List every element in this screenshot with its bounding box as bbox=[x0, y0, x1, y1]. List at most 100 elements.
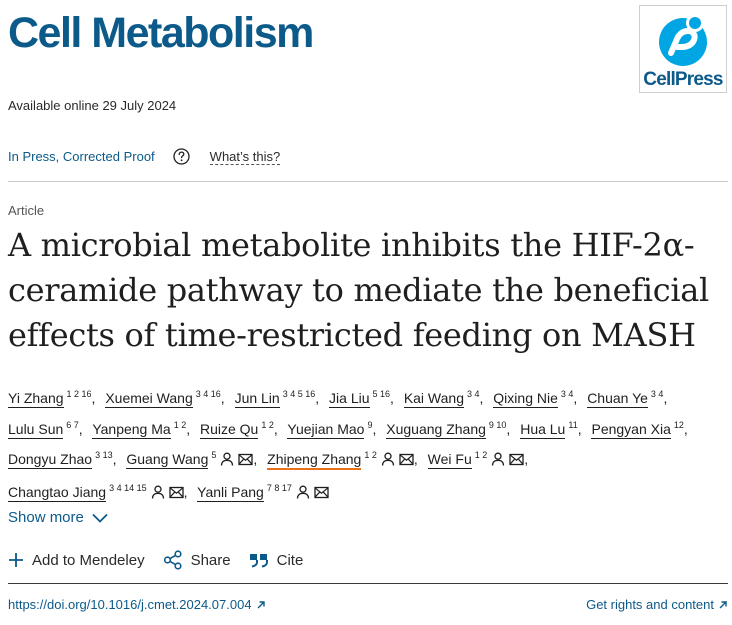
add-to-mendeley-label: Add to Mendeley bbox=[32, 551, 145, 569]
email-icon bbox=[314, 481, 329, 508]
share-button[interactable]: Share bbox=[163, 550, 231, 570]
cite-label: Cite bbox=[276, 551, 304, 569]
person-icon bbox=[296, 481, 310, 508]
cite-button[interactable]: Cite bbox=[249, 551, 304, 569]
author-separator: , bbox=[253, 451, 258, 467]
whats-this-link[interactable]: What’s this? bbox=[209, 148, 281, 165]
email-icon bbox=[509, 448, 524, 475]
author-affiliation-marks: 1 2 bbox=[474, 450, 488, 460]
author-affiliation-marks: 9 10 bbox=[488, 419, 507, 430]
author-separator: , bbox=[186, 420, 191, 437]
author-separator: , bbox=[91, 390, 96, 406]
author-name: Kai Wang bbox=[403, 390, 464, 408]
author-link[interactable]: Guang Wang 5 bbox=[126, 450, 254, 469]
show-more-label: Show more bbox=[8, 509, 84, 526]
author-separator: , bbox=[413, 451, 418, 467]
person-icon bbox=[381, 448, 395, 475]
author-name: Yanpeng Ma bbox=[92, 420, 171, 439]
author-link[interactable]: Qixing Nie 3 4 bbox=[493, 389, 573, 408]
share-label: Share bbox=[190, 551, 231, 569]
author-name: Changtao Jiang bbox=[8, 483, 107, 502]
share-icon bbox=[163, 550, 182, 570]
get-rights-link[interactable]: Get rights and content bbox=[586, 597, 728, 612]
author-affiliation-marks: 1 2 bbox=[261, 419, 274, 430]
author-separator: , bbox=[577, 420, 582, 437]
author-link[interactable]: Yuejian Mao 9 bbox=[287, 419, 373, 439]
cellpress-mark-icon bbox=[659, 14, 707, 66]
author-link[interactable]: Wei Fu 1 2 bbox=[427, 450, 525, 469]
add-to-mendeley-button[interactable]: Add to Mendeley bbox=[8, 552, 145, 569]
get-rights-label: Get rights and content bbox=[586, 597, 714, 612]
author-link[interactable]: Yanpeng Ma 1 2 bbox=[92, 419, 187, 439]
author-affiliation-marks: 9 bbox=[367, 419, 373, 430]
author-name: Hua Lu bbox=[520, 420, 566, 439]
author-separator: , bbox=[78, 420, 83, 437]
author-affiliation-marks: 3 4 16 bbox=[195, 389, 221, 399]
author-name: Pengyan Xia bbox=[591, 420, 671, 439]
doi-link[interactable]: https://doi.org/10.1016/j.cmet.2024.07.0… bbox=[8, 597, 266, 612]
author-link[interactable]: Kai Wang 3 4 bbox=[403, 389, 480, 408]
author-name: Lulu Sun bbox=[8, 420, 64, 439]
author-link[interactable]: Dongyu Zhao 3 13 bbox=[8, 450, 113, 469]
author-separator: , bbox=[390, 390, 394, 406]
divider bbox=[8, 181, 728, 182]
person-icon bbox=[220, 448, 234, 475]
author-link[interactable]: Yanli Pang 7 8 17 bbox=[197, 483, 329, 502]
author-name: Yuejian Mao bbox=[287, 420, 365, 439]
author-link[interactable]: Jia Liu 5 16 bbox=[329, 389, 391, 408]
question-mark-icon[interactable] bbox=[173, 148, 190, 165]
author-link[interactable]: Ruize Qu 1 2 bbox=[199, 419, 274, 439]
author-link[interactable]: Changtao Jiang 3 4 14 15 bbox=[8, 483, 184, 502]
author-name: Qixing Nie bbox=[493, 390, 558, 408]
author-separator: , bbox=[220, 390, 225, 406]
author-name: Yi Zhang bbox=[8, 390, 64, 408]
author-name: Jia Liu bbox=[329, 390, 370, 408]
author-separator: , bbox=[524, 451, 529, 467]
author-separator: , bbox=[663, 390, 668, 406]
plus-icon bbox=[9, 553, 23, 567]
author-affiliation-marks: 1 2 bbox=[364, 450, 377, 460]
author-link[interactable]: Zhipeng Zhang 1 2 bbox=[267, 450, 414, 470]
author-link[interactable]: Xuguang Zhang 9 10 bbox=[386, 419, 507, 439]
author-affiliation-marks: 12 bbox=[673, 419, 684, 430]
author-separator: , bbox=[506, 420, 511, 437]
journal-title[interactable]: Cell Metabolism bbox=[8, 9, 314, 57]
email-icon bbox=[238, 448, 254, 475]
author-affiliation-marks: 3 4 bbox=[467, 389, 480, 399]
external-link-icon bbox=[257, 600, 265, 608]
author-link[interactable]: Pengyan Xia 12 bbox=[591, 419, 684, 439]
author-affiliation-marks: 1 2 16 bbox=[66, 389, 92, 399]
article-status-row: In Press, Corrected Proof What’s this? bbox=[8, 148, 281, 165]
author-separator: , bbox=[183, 483, 188, 500]
author-separator: , bbox=[372, 420, 377, 437]
show-more-button[interactable]: Show more bbox=[8, 509, 108, 526]
author-separator: , bbox=[112, 451, 117, 467]
author-link[interactable]: Lulu Sun 6 7 bbox=[8, 420, 79, 439]
author-link[interactable]: Jun Lin 3 4 5 16 bbox=[234, 389, 316, 408]
author-link[interactable]: Xuemei Wang 3 4 16 bbox=[105, 389, 221, 408]
email-icon bbox=[168, 481, 184, 508]
author-name: Jun Lin bbox=[234, 390, 280, 408]
author-list: Yi Zhang 1 2 16, Xuemei Wang 3 4 16, Jun L… bbox=[8, 381, 723, 507]
article-title: A microbial metabolite inhibits the HIF-… bbox=[8, 226, 709, 354]
author-separator: , bbox=[683, 420, 688, 437]
author-affiliation-marks: 3 4 5 16 bbox=[282, 389, 316, 399]
article-status-link[interactable]: In Press, Corrected Proof bbox=[8, 149, 155, 164]
author-name: Xuemei Wang bbox=[105, 390, 193, 408]
doi-text: https://doi.org/10.1016/j.cmet.2024.07.0… bbox=[8, 597, 252, 612]
author-name: Chuan Ye bbox=[587, 390, 648, 408]
author-name: Wei Fu bbox=[427, 451, 472, 469]
author-name: Yanli Pang bbox=[197, 483, 264, 502]
author-link[interactable]: Chuan Ye 3 4 bbox=[587, 389, 664, 408]
cellpress-logo[interactable]: CellPress bbox=[639, 5, 727, 93]
author-affiliation-marks: 1 2 bbox=[173, 419, 187, 430]
author-affiliation-marks: 3 4 bbox=[650, 389, 664, 399]
author-separator: , bbox=[273, 420, 278, 437]
author-affiliation-marks: 11 bbox=[568, 419, 578, 430]
author-link[interactable]: Hua Lu 11 bbox=[520, 419, 578, 439]
author-link[interactable]: Yi Zhang 1 2 16 bbox=[8, 389, 92, 408]
article-actions: Add to Mendeley Share Cite bbox=[8, 550, 321, 570]
article-type: Article bbox=[8, 203, 45, 218]
author-affiliation-marks: 5 16 bbox=[372, 389, 391, 399]
person-icon bbox=[151, 481, 165, 508]
